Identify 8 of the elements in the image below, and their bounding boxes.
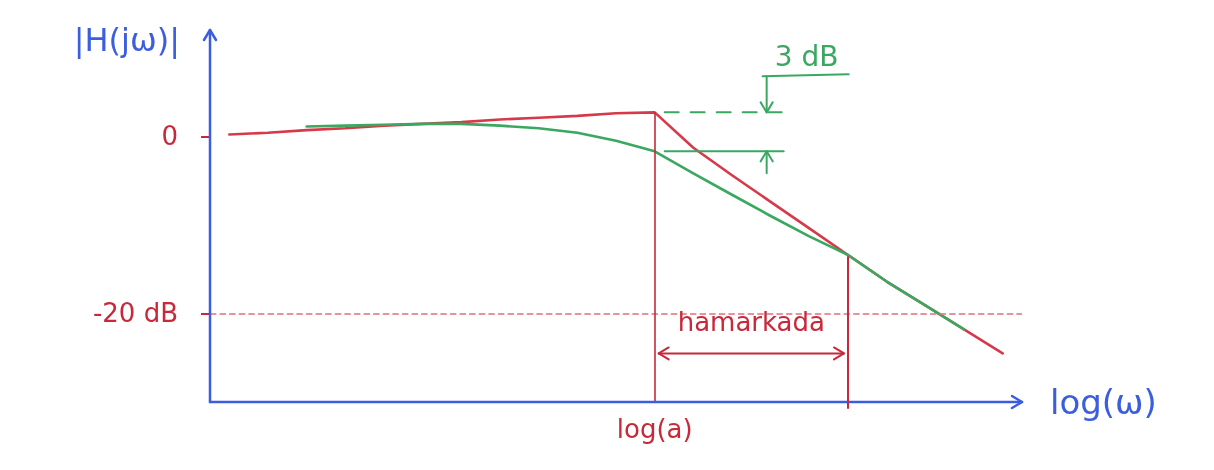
annotation: hamarkada — [677, 307, 826, 338]
y-axis-title: |H(jω)| — [73, 21, 180, 59]
x-tick-label: log(a) — [616, 414, 693, 444]
line-series — [305, 122, 966, 331]
annotation: 3 dB — [774, 40, 839, 74]
x-axis-title: log(ω) — [1050, 382, 1157, 422]
y-tick-label: -20 dB — [92, 298, 178, 329]
y-tick-label: 0 — [161, 121, 178, 152]
